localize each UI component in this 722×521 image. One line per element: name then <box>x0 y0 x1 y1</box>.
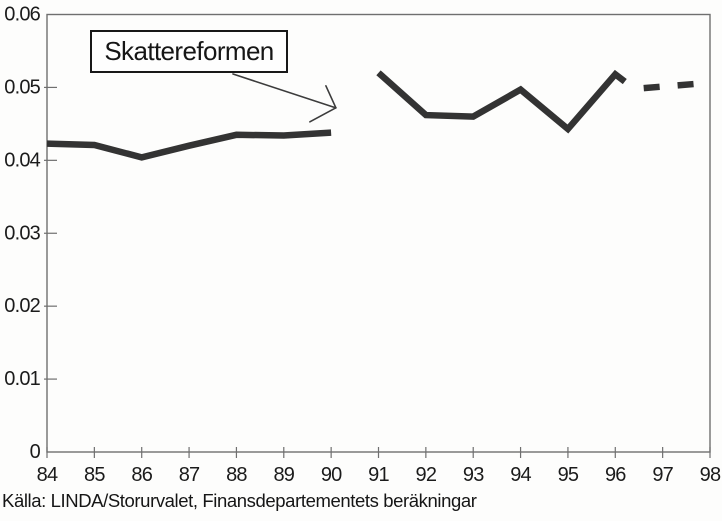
x-tick-label: 90 <box>321 464 342 486</box>
y-tick-label: 0.01 <box>4 368 40 390</box>
series-post-reform-1991-1996 <box>376 69 627 134</box>
x-tick-label: 95 <box>558 464 579 486</box>
source-caption: Källa: LINDA/Storurvalet, Finansdepartem… <box>2 490 477 511</box>
annotation-arrowhead-lower <box>309 107 337 123</box>
y-tick-label: 0.02 <box>4 295 40 317</box>
x-tick-label: 88 <box>226 464 247 486</box>
series-forecast-1997-1998 <box>643 80 697 92</box>
x-tick-label: 91 <box>368 464 389 486</box>
annotation-label: Skattereformen <box>104 36 274 66</box>
x-tick-label: 96 <box>605 464 626 486</box>
y-tick-label: 0.05 <box>4 76 40 98</box>
y-tick-label: 0 <box>30 441 41 463</box>
annotation-arrow-line <box>232 73 337 109</box>
x-tick-label: 84 <box>37 464 58 486</box>
x-tick-label: 86 <box>131 464 152 486</box>
x-tick-label: 92 <box>416 464 437 486</box>
y-tick-label: 0.03 <box>4 222 40 244</box>
series-pre-reform-1984-1990 <box>46 129 332 161</box>
x-tick-label: 89 <box>273 464 294 486</box>
annotation-arrowhead-upper <box>325 85 337 109</box>
y-tick-label: 0.06 <box>4 4 40 26</box>
x-tick-label: 98 <box>700 464 721 486</box>
annotation-box: Skattereformen <box>90 30 288 73</box>
y-tick-label: 0.04 <box>4 149 40 171</box>
x-tick-label: 97 <box>652 464 673 486</box>
x-tick-label: 87 <box>179 464 200 486</box>
x-tick-label: 93 <box>463 464 484 486</box>
x-tick-label: 94 <box>510 464 531 486</box>
x-tick-label: 85 <box>84 464 105 486</box>
